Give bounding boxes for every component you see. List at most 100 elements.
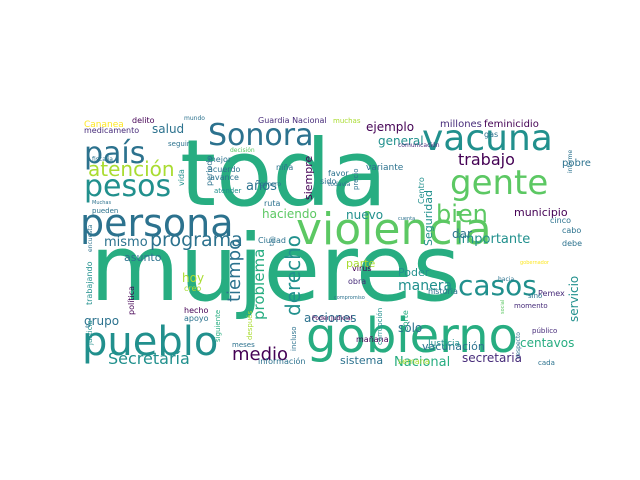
word-apoyo: apoyo: [184, 314, 209, 323]
word-sido: sido: [320, 177, 336, 186]
word-muchas: Muchas: [92, 200, 111, 206]
word-cuenta: cuenta: [398, 216, 415, 222]
word-casos: casos: [458, 269, 537, 302]
word-asunto: asunto: [124, 251, 162, 264]
word-trabajando: trabajando: [85, 261, 94, 305]
word-acuerdo: acuerdo: [208, 165, 241, 174]
word-corrupcion: corrupción: [376, 308, 384, 345]
word-ciudad: Ciudad: [258, 236, 286, 245]
word-fiscalia: fiscalía: [92, 156, 113, 163]
word-justicia: justicia: [86, 320, 94, 346]
word-pesos: pesos: [84, 169, 171, 204]
word-dar: dar: [452, 227, 472, 241]
word-cada: cada: [538, 359, 555, 367]
word-programa: programa: [150, 229, 243, 251]
word-semana: semana: [398, 357, 430, 366]
word-salud: salud: [152, 122, 184, 136]
word-creo: creo: [184, 284, 201, 293]
word-genero: género: [260, 181, 281, 188]
word-secretaria: Secretaría: [108, 349, 190, 368]
word-hecho: hecho: [184, 306, 208, 315]
word-hacia: hacia: [498, 276, 514, 283]
word-decision: decisión: [230, 147, 255, 154]
word-nacional: Nacional: [394, 355, 450, 370]
word-precio: precio: [352, 168, 360, 190]
word-gas: gas: [484, 130, 498, 139]
word-centro: Centro: [417, 177, 426, 204]
word-atencion: atención: [88, 157, 175, 181]
word-corte: Corte: [401, 310, 410, 332]
word-comunicacion: comunicación: [398, 142, 440, 149]
word-medio: medio: [232, 344, 288, 365]
word-sistema: sistema: [340, 354, 383, 367]
word-compromiso: compromiso: [334, 295, 365, 301]
word-trabajo: trabajo: [458, 150, 515, 169]
word-mejor: mejor: [208, 155, 232, 164]
word-favor: favor: [328, 169, 349, 178]
word-grupo: grupo: [84, 314, 119, 328]
word-municipio: municipio: [514, 206, 568, 219]
word-ejemplo: ejemplo: [366, 120, 414, 134]
word-vida: vida: [177, 169, 186, 186]
word-pais: país: [84, 136, 145, 171]
word-historia: historia: [428, 287, 458, 296]
word-periodo: periodo: [205, 156, 214, 186]
word-seguir: seguir: [168, 140, 190, 148]
word-servicio: servicio: [567, 276, 581, 322]
word-violencia: violencia: [296, 204, 492, 255]
word-medicamento: medicamento: [84, 126, 139, 135]
word-cabo: cabo: [562, 226, 581, 235]
word-manana: mañana: [356, 335, 389, 344]
word-persona: persona: [80, 201, 234, 245]
word-toda: toda: [180, 120, 387, 227]
word-feminicidio: feminicidio: [484, 119, 539, 130]
word-social: social: [500, 300, 506, 314]
word-avance: avance: [210, 173, 239, 182]
word-pemex: Pemex: [538, 289, 565, 298]
word-haciendo: haciendo: [262, 207, 317, 221]
word-tiempo: tiempo: [224, 239, 245, 302]
word-manera: manera: [398, 278, 452, 294]
word-ruta: ruta: [264, 199, 280, 208]
word-cinco: cinco: [550, 216, 571, 225]
word-gente: gente: [450, 163, 548, 203]
word-gobernador: gobernador: [520, 260, 550, 266]
word-solo: sólo: [398, 321, 422, 335]
word-tan: tan: [269, 236, 276, 246]
word-politica: política: [127, 286, 136, 315]
word-variante: variante: [366, 163, 404, 173]
word-publico: público: [532, 327, 557, 335]
word-derecho: derecho: [281, 235, 305, 316]
word-vacuna: vacuna: [422, 118, 553, 159]
word-pueblo: pueblo: [82, 319, 218, 365]
word-debe: debe: [562, 239, 582, 248]
word-poder-judicial: Poder Judicial: [312, 315, 353, 322]
word-centavos: centavos: [520, 336, 574, 350]
word-encuesta: encuesta: [87, 224, 94, 252]
word-delito: delito: [132, 116, 155, 125]
word-virus: virus: [352, 264, 371, 273]
word-cananea: Cananea: [84, 120, 124, 130]
word-justicia: Justicia: [427, 339, 460, 349]
word-hoy: hoy: [182, 271, 204, 285]
word-mundo: mundo: [184, 115, 205, 122]
word-mismo: mismo: [104, 235, 148, 250]
word-millones: millones: [440, 119, 482, 130]
word-sonora: Sonora: [208, 118, 313, 153]
word-sino: sino: [528, 292, 542, 300]
word-anos: años: [246, 179, 277, 194]
word-siguiente: siguiente: [214, 310, 222, 342]
word-despues: después: [246, 310, 254, 340]
word-gobierno: gobierno: [306, 308, 518, 364]
word-meses: meses: [232, 341, 255, 349]
word-atender: atender: [214, 187, 242, 195]
word-secretaria: secretaria: [462, 351, 522, 365]
word-nuevo: nuevo: [346, 208, 383, 222]
word-obra: obra: [348, 277, 366, 286]
word-respecto: respecto: [515, 332, 522, 358]
word-pobre: pobre: [562, 158, 591, 169]
word-guardia-nacional: Guardia Nacional: [258, 116, 327, 125]
word-bien: bien: [436, 200, 488, 228]
word-parte: parte: [346, 257, 376, 270]
word-vacunacion: vacunación: [422, 340, 485, 353]
